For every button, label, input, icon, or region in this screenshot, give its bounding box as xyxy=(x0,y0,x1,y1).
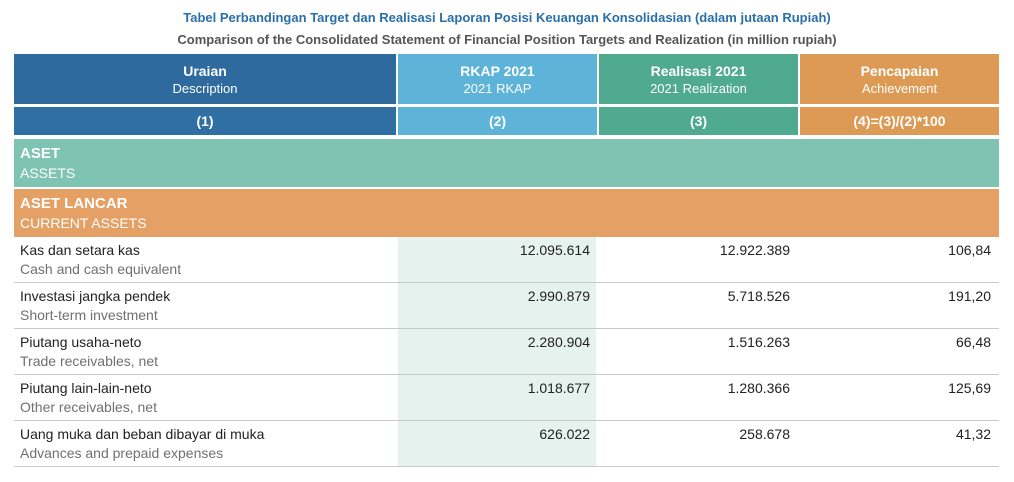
realisasi-value: 5.718.526 xyxy=(727,288,790,304)
row-label-en: Advances and prepaid expenses xyxy=(20,445,224,461)
table-row: Uang muka dan beban dibayar di muka Adva… xyxy=(14,421,999,467)
row-label-en: Other receivables, net xyxy=(20,399,157,415)
header-description-main: Uraian xyxy=(183,62,227,79)
row-label: Piutang lain-lain-neto Other receivables… xyxy=(14,375,398,420)
rkap-value: 2.280.904 xyxy=(527,334,590,350)
row-label-id: Investasi jangka pendek xyxy=(20,288,171,304)
header-pencapaian-main: Pencapaian xyxy=(860,62,939,79)
section-current-assets-subtitle: CURRENT ASSETS xyxy=(20,215,147,231)
row-label-en: Short-term investment xyxy=(20,307,158,323)
rkap-value: 2.990.879 xyxy=(527,288,590,304)
header-description-sub: Description xyxy=(172,80,238,96)
row-label-en: Trade receivables, net xyxy=(20,353,158,369)
table-row: Piutang lain-lain-neto Other receivables… xyxy=(14,375,999,421)
table-title-id: Tabel Perbandingan Target dan Realisasi … xyxy=(183,10,831,25)
realisasi-value: 12.922.389 xyxy=(719,242,790,258)
column-number-4: (4)=(3)/(2)*100 xyxy=(800,107,999,135)
row-label-id: Piutang lain-lain-neto xyxy=(20,380,152,396)
realisasi-value: 1.280.366 xyxy=(727,380,790,396)
row-label: Piutang usaha-neto Trade receivables, ne… xyxy=(14,329,398,374)
row-label: Uang muka dan beban dibayar di muka Adva… xyxy=(14,421,398,466)
section-assets: ASET ASSETS xyxy=(14,139,999,187)
row-label-id: Kas dan setara kas xyxy=(20,242,140,258)
pencapaian-value: 125,69 xyxy=(948,380,991,396)
data-rows: Kas dan setara kas Cash and cash equival… xyxy=(14,237,999,467)
section-current-assets-title: ASET LANCAR xyxy=(20,195,128,212)
rkap-value: 626.022 xyxy=(539,426,590,442)
rkap-value: 1.018.677 xyxy=(527,380,590,396)
rkap-column-shade xyxy=(398,237,596,467)
column-number-row: (1) (2) (3) (4)=(3)/(2)*100 xyxy=(14,107,999,135)
pencapaian-value: 41,32 xyxy=(955,426,991,442)
table-row: Piutang usaha-neto Trade receivables, ne… xyxy=(14,329,999,375)
row-label-id: Uang muka dan beban dibayar di muka xyxy=(20,426,265,442)
header-pencapaian-sub: Achievement xyxy=(861,80,938,96)
row-label: Investasi jangka pendek Short-term inves… xyxy=(14,283,398,328)
table-row: Investasi jangka pendek Short-term inves… xyxy=(14,283,999,329)
row-label-id: Piutang usaha-neto xyxy=(20,334,142,350)
row-label-en: Cash and cash equivalent xyxy=(20,261,182,277)
table-row: Kas dan setara kas Cash and cash equival… xyxy=(14,237,999,283)
header-rkap: RKAP 2021 2021 RKAP xyxy=(398,54,597,104)
rkap-value: 12.095.614 xyxy=(519,242,590,258)
realisasi-value: 1.516.263 xyxy=(727,334,790,350)
column-number-1: (1) xyxy=(14,107,396,135)
header-pencapaian: Pencapaian Achievement xyxy=(800,54,999,104)
header-realisasi-main: Realisasi 2021 xyxy=(650,62,747,79)
column-number-3: (3) xyxy=(599,107,798,135)
section-current-assets: ASET LANCAR CURRENT ASSETS xyxy=(14,189,999,237)
header-row: Uraian Description RKAP 2021 2021 RKAP R… xyxy=(14,54,999,104)
header-description: Uraian Description xyxy=(14,54,396,104)
header-rkap-sub: 2021 RKAP xyxy=(463,80,532,96)
column-number-2: (2) xyxy=(398,107,597,135)
section-assets-subtitle: ASSETS xyxy=(20,165,76,181)
table-title-en: Comparison of the Consolidated Statement… xyxy=(177,32,837,47)
comparison-table: Uraian Description RKAP 2021 2021 RKAP R… xyxy=(14,54,999,467)
pencapaian-value: 191,20 xyxy=(948,288,991,304)
section-assets-title: ASET xyxy=(20,145,61,162)
pencapaian-value: 106,84 xyxy=(948,242,991,258)
realisasi-value: 258.678 xyxy=(739,426,790,442)
header-rkap-main: RKAP 2021 xyxy=(460,62,535,79)
pencapaian-value: 66,48 xyxy=(955,334,991,350)
row-label: Kas dan setara kas Cash and cash equival… xyxy=(14,237,398,282)
header-realisasi-sub: 2021 Realization xyxy=(650,80,747,96)
header-realisasi: Realisasi 2021 2021 Realization xyxy=(599,54,798,104)
